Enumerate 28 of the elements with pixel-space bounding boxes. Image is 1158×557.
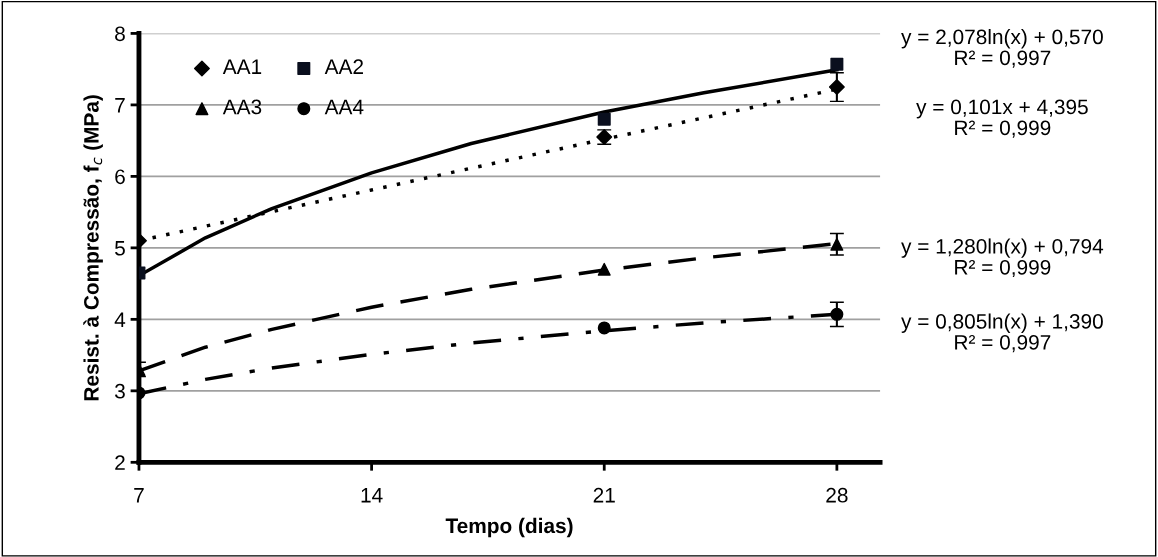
- point: [597, 112, 611, 126]
- y-tick-label: 6: [115, 169, 125, 185]
- legend-label: AA1: [222, 59, 262, 74]
- point: [597, 321, 611, 335]
- point: [830, 307, 844, 321]
- x-axis-title: Tempo (dias): [445, 517, 573, 538]
- point: [830, 237, 844, 251]
- point: [828, 79, 845, 96]
- x-tick-label: 14: [361, 488, 383, 503]
- y-tick-label: 8: [115, 26, 125, 42]
- point: [830, 57, 844, 71]
- x-tick-label: 7: [134, 488, 144, 503]
- point: [597, 262, 611, 276]
- legend-label: AA3: [222, 99, 262, 115]
- text: y = 0,805ln(x) + 1,390 R² = 0,997: [901, 313, 1103, 353]
- text: y = 2,078ln(x) + 0,570 R² = 0,997: [901, 28, 1103, 68]
- text: y = 1,280ln(x) + 0,794 R² = 0,999: [901, 238, 1104, 278]
- y-tick-label: 3: [114, 383, 125, 399]
- y-tick-label: 2: [115, 455, 125, 470]
- y-tick-label: 4: [114, 312, 126, 327]
- legend-label: AA2: [324, 59, 363, 74]
- y-tick-label: 7: [115, 98, 125, 113]
- y-tick-label: 5: [115, 241, 125, 256]
- y-axis-title: Resist. à Compressão, f$_{c}$ (MPa): [83, 95, 103, 401]
- x-tick-label: 28: [826, 487, 848, 503]
- legend-label: AA4: [324, 99, 364, 115]
- x-tick-label: 21: [593, 487, 615, 503]
- text: y = 0,101x + 4,395 R² = 0,999: [916, 99, 1088, 138]
